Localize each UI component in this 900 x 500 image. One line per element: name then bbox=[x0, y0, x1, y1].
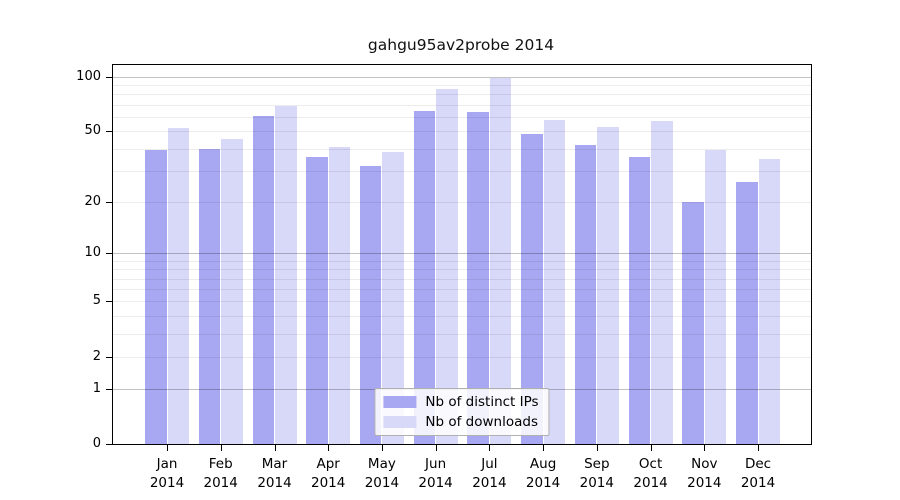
y-tick-mark bbox=[106, 253, 112, 255]
bar-distinct-ips-jan-2014 bbox=[145, 150, 167, 444]
x-tick-label-jul: Jul 2014 bbox=[472, 456, 507, 491]
y-tick-label-10: 10 bbox=[84, 245, 101, 261]
y-tick-mark bbox=[106, 444, 112, 445]
x-tick-label-nov: Nov 2014 bbox=[687, 456, 722, 491]
y-tick-mark bbox=[106, 301, 112, 303]
legend-swatch-downloads bbox=[383, 416, 417, 428]
x-tick-mark bbox=[274, 445, 276, 451]
legend-swatch-distinct-ips bbox=[383, 396, 417, 408]
y-tick-label-1: 1 bbox=[92, 380, 101, 396]
legend-box: Nb of distinct IPs Nb of downloads bbox=[374, 388, 550, 436]
x-tick-label-apr: Apr 2014 bbox=[311, 456, 346, 491]
x-tick-label-may: May 2014 bbox=[364, 456, 400, 491]
bar-downloads-sep-2014 bbox=[597, 126, 619, 444]
legend-row-downloads: Nb of downloads bbox=[383, 414, 538, 430]
legend-label-distinct-ips: Nb of distinct IPs bbox=[425, 394, 539, 410]
bar-distinct-ips-sep-2014 bbox=[574, 144, 597, 444]
x-tick-mark bbox=[489, 445, 491, 451]
bar-downloads-feb-2014 bbox=[221, 139, 243, 444]
bar-distinct-ips-apr-2014 bbox=[306, 156, 328, 444]
y-tick-label-100: 100 bbox=[76, 68, 101, 84]
x-tick-label-jan: Jan 2014 bbox=[149, 456, 185, 491]
bars-layer bbox=[113, 65, 811, 444]
bar-downloads-apr-2014 bbox=[328, 146, 351, 444]
bar-downloads-may-2014 bbox=[382, 152, 404, 444]
x-tick-label-oct: Oct 2014 bbox=[633, 456, 668, 491]
bar-downloads-mar-2014 bbox=[275, 105, 297, 444]
x-tick-label-aug: Aug 2014 bbox=[525, 456, 561, 491]
x-tick-mark bbox=[435, 445, 437, 451]
bar-distinct-ips-feb-2014 bbox=[198, 148, 221, 444]
x-tick-mark bbox=[758, 445, 759, 451]
legend-row-distinct-ips: Nb of distinct IPs bbox=[383, 394, 539, 410]
bar-distinct-ips-mar-2014 bbox=[252, 115, 274, 444]
chart-title: gahgu95av2probe 2014 bbox=[367, 36, 555, 54]
x-tick-label-jun: Jun 2014 bbox=[418, 456, 453, 491]
bar-distinct-ips-dec-2014 bbox=[736, 181, 758, 444]
x-tick-mark bbox=[596, 445, 598, 451]
x-tick-label-mar: Mar 2014 bbox=[257, 456, 292, 491]
plot-area: Nb of distinct IPs Nb of downloads Jan 2… bbox=[76, 64, 812, 491]
y-tick-mark bbox=[106, 356, 112, 358]
x-tick-mark bbox=[704, 445, 706, 451]
bar-downloads-jul-2014 bbox=[489, 78, 512, 444]
x-tick-mark bbox=[167, 445, 168, 451]
bar-distinct-ips-jul-2014 bbox=[467, 111, 489, 444]
x-tick-label-dec: Dec 2014 bbox=[740, 456, 776, 491]
y-tick-mark bbox=[106, 131, 112, 133]
y-tick-label-5: 5 bbox=[92, 293, 101, 309]
y-tick-mark bbox=[106, 201, 112, 203]
x-tick-mark bbox=[220, 445, 222, 451]
y-tick-mark bbox=[106, 388, 112, 390]
bar-downloads-dec-2014 bbox=[758, 158, 780, 444]
bar-distinct-ips-may-2014 bbox=[359, 165, 382, 444]
y-tick-label-50: 50 bbox=[84, 123, 101, 139]
bar-downloads-oct-2014 bbox=[651, 120, 673, 444]
bar-downloads-jun-2014 bbox=[436, 88, 458, 444]
bar-distinct-ips-aug-2014 bbox=[521, 134, 543, 444]
x-tick-mark bbox=[381, 445, 383, 451]
y-tick-label-0: 0 bbox=[92, 436, 101, 451]
x-tick-mark bbox=[328, 445, 330, 451]
x-tick-label-feb: Feb 2014 bbox=[203, 456, 238, 491]
x-tick-mark bbox=[650, 445, 652, 451]
y-tick-mark bbox=[106, 76, 112, 78]
bar-downloads-jan-2014 bbox=[167, 128, 189, 444]
bar-distinct-ips-nov-2014 bbox=[682, 201, 704, 444]
bar-downloads-nov-2014 bbox=[704, 150, 727, 444]
y-tick-label-20: 20 bbox=[84, 193, 101, 209]
bar-distinct-ips-oct-2014 bbox=[628, 156, 651, 444]
x-tick-mark bbox=[543, 445, 545, 451]
x-tick-label-sep: Sep 2014 bbox=[579, 456, 614, 491]
y-tick-label-2: 2 bbox=[92, 348, 101, 364]
bar-distinct-ips-jun-2014 bbox=[413, 110, 436, 444]
legend-label-downloads: Nb of downloads bbox=[425, 414, 538, 430]
bar-downloads-aug-2014 bbox=[543, 119, 566, 444]
